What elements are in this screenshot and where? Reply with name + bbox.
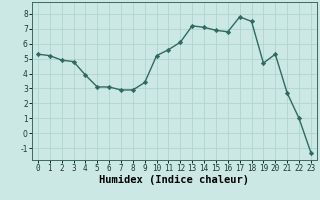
X-axis label: Humidex (Indice chaleur): Humidex (Indice chaleur) [100,175,249,185]
